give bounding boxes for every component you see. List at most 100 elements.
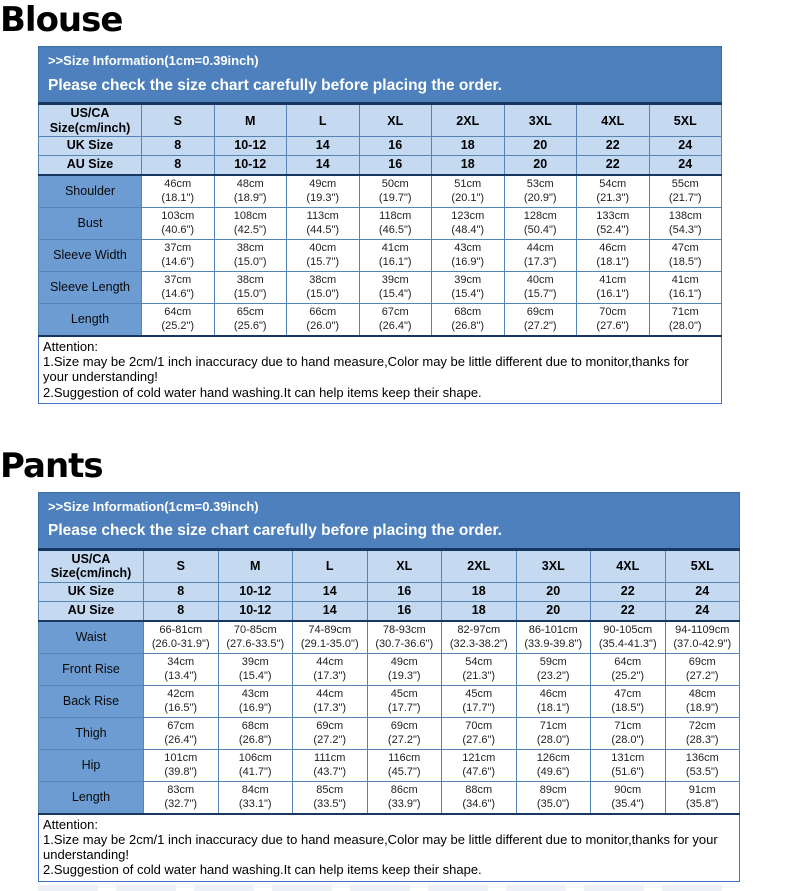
- size-column-header: L: [286, 103, 360, 137]
- measurement-cell: 69cm (27.2"): [292, 716, 368, 750]
- measurement-cell: 39cm (15.4"): [217, 652, 293, 686]
- measurement-cell: 91cm (35.8"): [664, 780, 740, 815]
- measurement-row: Sleeve Length 37cm (14.6") 38cm (15.0") 38cm(…: [38, 270, 722, 304]
- measurement-cell: 84cm (33.1"): [217, 780, 293, 815]
- section-blouse: Blouse >>Size Information(1cm=0.39inch) …: [0, 1, 800, 404]
- size-value-cell: 24: [648, 154, 722, 176]
- size-value-cell: 20: [503, 154, 577, 176]
- measurement-row: Sleeve Width 37cm (14.6") 38cm (15.0") 40cm (1…: [38, 238, 722, 272]
- pants-size-table: US/CA Size(cm/inch) S M L XL 2XL 3XL 4XL 5XL UK Si…: [38, 548, 740, 815]
- size-conversion-row: UK Size 8 10-12 14 16 18 20 22 24: [38, 581, 740, 602]
- measurement-row: Back Rise 42cm (16.5") 43cm (16.9") 44cm (17.3…: [38, 684, 740, 718]
- measurement-cell: 108cm (42.5"): [213, 206, 287, 240]
- size-value-cell: 8: [143, 581, 219, 602]
- measurement-cell: 42cm (16.5"): [143, 684, 219, 718]
- measurement-cell: 38cm (15.0"): [213, 238, 287, 272]
- size-value-cell: 10-12: [213, 154, 287, 176]
- size-value-cell: 16: [366, 600, 442, 622]
- size-column-header: 2XL: [441, 549, 517, 583]
- measurement-cell: 45cm (17.7"): [366, 684, 442, 718]
- measurement-cell: 101cm (39.8"): [143, 748, 219, 782]
- measurement-cell: 94-1109cm (37.0-42.9"): [664, 619, 740, 654]
- measurement-cell: 82-97cm (32.3-38.2"): [441, 619, 517, 654]
- measurement-row: Thigh 67cm (26.4") 68cm (26.8") 69cm (27.2") 69…: [38, 716, 740, 750]
- measurement-cell: 41cm (16.1"): [648, 270, 722, 304]
- measurement-cell: 44cm (17.3"): [292, 684, 368, 718]
- size-value-cell: 8: [141, 154, 215, 176]
- table-header-row: US/CA Size(cm/inch) S M L XL 2XL 3XL 4XL 5XL: [38, 103, 722, 137]
- size-value-cell: 14: [286, 154, 360, 176]
- attention-line-2: 2.Suggestion of cold water hand washing.…: [43, 384, 482, 400]
- measurement-cell: 133cm (52.4"): [576, 206, 650, 240]
- measurement-cell: 136cm (53.5"): [664, 748, 740, 782]
- measurement-cell: 131cm (51.6"): [590, 748, 666, 782]
- row-label: Thigh: [38, 716, 144, 750]
- size-column-header: 2XL: [431, 103, 505, 137]
- size-value-cell: 8: [141, 135, 215, 156]
- pants-attention-box: Attention: 1.Size may be 2cm/1 inch inac…: [38, 814, 740, 882]
- measurement-cell: 123cm (48.4"): [431, 206, 505, 240]
- blouse-size-info-banner: >>Size Information(1cm=0.39inch) Please …: [38, 46, 722, 103]
- measurement-cell: 55cm (21.7"): [648, 173, 722, 208]
- measurement-cell: 46cm (18.1"): [141, 173, 215, 208]
- measurement-cell: 69cm (27.2"): [366, 716, 442, 750]
- size-value-cell: 18: [431, 135, 505, 156]
- row-label: Front Rise: [38, 652, 144, 686]
- size-value-cell: 20: [515, 600, 591, 622]
- measurement-cell: 90cm (35.4"): [590, 780, 666, 815]
- size-value-cell: 16: [358, 154, 432, 176]
- corner-header-us-ca: US/CA Size(cm/inch): [38, 549, 144, 583]
- measurement-cell: 64cm (25.2"): [590, 652, 666, 686]
- blouse-attention-box: Attention: 1.Size may be 2cm/1 inch inac…: [38, 336, 722, 404]
- measurement-cell: 67cm (26.4"): [143, 716, 219, 750]
- measurement-row: Length 64cm (25.2") 65cm (25.6") 66cm (26.0") 6…: [38, 302, 722, 337]
- measurement-cell: 47cm (18.5"): [648, 238, 722, 272]
- size-value-cell: 18: [441, 581, 517, 602]
- blouse-panel: >>Size Information(1cm=0.39inch) Please …: [38, 46, 722, 404]
- measurement-cell: 39cm (15.4"): [431, 270, 505, 304]
- measurement-cell: 59cm (23.2"): [515, 652, 591, 686]
- measurement-cell: 86-101cm (33.9-39.8"): [515, 619, 591, 654]
- size-conversion-row: UK Size 8 10-12 14 16 18 20 22 24: [38, 135, 722, 156]
- attention-heading: Attention:: [43, 816, 98, 832]
- size-column-header: 5XL: [664, 549, 740, 583]
- measurement-cell: 64cm (25.2"): [141, 302, 215, 337]
- row-label: Back Rise: [38, 684, 144, 718]
- measurement-cell: 50cm (19.7"): [358, 173, 432, 208]
- size-conversion-row: AU Size 8 10-12 14 16 18 20 22 24: [38, 600, 740, 622]
- measurement-cell: 128cm (50.4"): [503, 206, 577, 240]
- row-label: Length: [38, 302, 142, 337]
- measurement-cell: 49cm (19.3"): [366, 652, 442, 686]
- size-value-cell: 22: [590, 600, 666, 622]
- size-column-header: XL: [358, 103, 432, 137]
- measurement-cell: 66-81cm (26.0-31.9"): [143, 619, 219, 654]
- measurement-cell: 67cm (26.4"): [358, 302, 432, 337]
- attention-line-1: 1.Size may be 2cm/1 inch inaccuracy due …: [43, 831, 718, 863]
- size-chart-notice: Please check the size chart carefully be…: [48, 522, 502, 540]
- row-label: Length: [38, 780, 144, 815]
- blouse-title: Blouse: [0, 0, 123, 40]
- measurement-cell: 121cm (47.6"): [441, 748, 517, 782]
- size-value-cell: 20: [515, 581, 591, 602]
- measurement-cell: 111cm (43.7"): [292, 748, 368, 782]
- measurement-cell: 38cm (15.0"): [213, 270, 287, 304]
- corner-header-us-ca: US/CA Size(cm/inch): [38, 103, 142, 137]
- section-pants: Pants >>Size Information(1cm=0.39inch) P…: [0, 447, 800, 891]
- size-value-cell: 24: [664, 581, 740, 602]
- blouse-size-table: US/CA Size(cm/inch) S M L XL 2XL 3XL 4XL 5XL UK Si…: [38, 102, 722, 337]
- measurement-cell: 54cm (21.3"): [441, 652, 517, 686]
- measurement-cell: 43cm (16.9"): [431, 238, 505, 272]
- measurement-row: Front Rise 34cm (13.4") 39cm (15.4") 44cm (17.…: [38, 652, 740, 686]
- measurement-cell: 47cm (18.5"): [590, 684, 666, 718]
- measurement-cell: 113cm (44.5"): [286, 206, 360, 240]
- measurement-cell: 69cm (27.2"): [503, 302, 577, 337]
- measurement-cell: 41cm (16.1"): [576, 270, 650, 304]
- size-column-header: 3XL: [515, 549, 591, 583]
- measurement-cell: 103cm (40.6"): [141, 206, 215, 240]
- measurement-cell: 51cm (20.1"): [431, 173, 505, 208]
- measurement-cell: 70-85cm (27.6-33.5"): [217, 619, 293, 654]
- measurement-cell: 45cm (17.7"): [441, 684, 517, 718]
- size-column-header: 4XL: [590, 549, 666, 583]
- measurement-cell: 90-105cm (35.4-41.3"): [590, 619, 666, 654]
